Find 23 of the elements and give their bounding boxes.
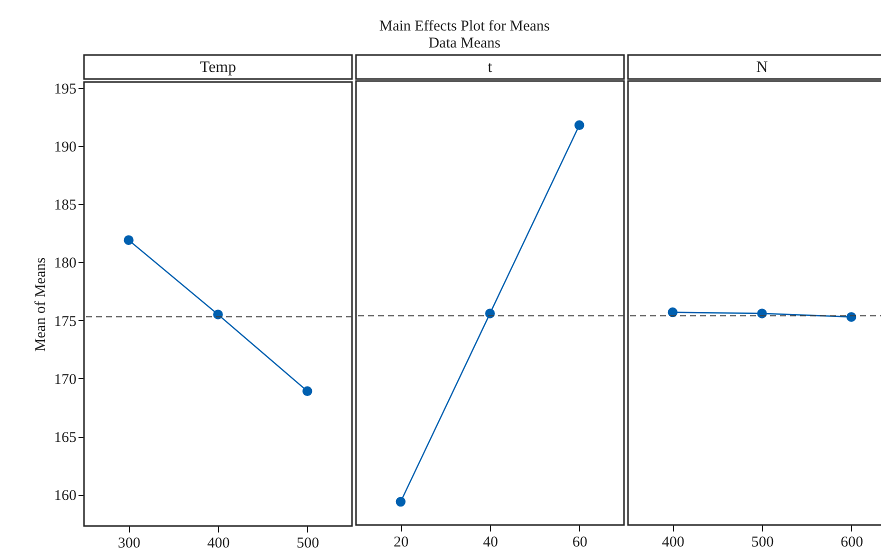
- x-tick-label: 400: [662, 534, 684, 550]
- x-tick-label: 20: [394, 534, 409, 550]
- x-tick-label: 40: [483, 534, 498, 550]
- y-tick-label: 160: [54, 488, 76, 504]
- x-tick-label: 500: [751, 534, 774, 550]
- x-tick-label: 600: [840, 534, 864, 550]
- x-axis-title: Temp: [200, 59, 236, 76]
- y-tick-label: 185: [54, 198, 76, 214]
- x-tick-label: 400: [207, 536, 230, 552]
- chart-title: Main Effects Plot for Means: [379, 18, 550, 34]
- y-tick-label: 170: [54, 372, 76, 388]
- y-tick-label: 180: [54, 256, 76, 272]
- x-axis-title: t: [488, 59, 493, 76]
- y-tick-label: 165: [54, 430, 76, 446]
- y-tick-label: 190: [54, 139, 76, 156]
- y-axis-title: Mean of Means: [33, 257, 49, 352]
- y-tick-label: 195: [54, 81, 76, 98]
- chart-subtitle: Data Means: [428, 35, 501, 52]
- y-tick-label: 175: [54, 314, 76, 330]
- x-tick-label: 300: [118, 536, 140, 552]
- x-tick-label: 60: [572, 534, 588, 550]
- x-tick-label: 500: [296, 536, 320, 552]
- x-axis-title: N: [756, 59, 768, 76]
